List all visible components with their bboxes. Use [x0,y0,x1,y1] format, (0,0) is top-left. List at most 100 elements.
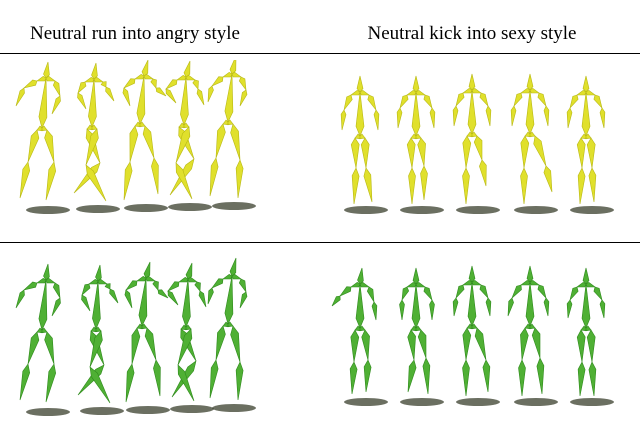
bone [45,363,57,403]
bone [462,87,473,94]
bone [543,297,550,317]
bone [165,88,177,104]
bone [125,280,138,291]
bone [194,281,201,292]
bone [73,162,101,194]
bone [467,89,477,135]
bone [339,286,352,297]
bone [366,286,375,303]
bone [588,361,597,397]
figure-shadow [514,398,558,406]
skeleton-figure [165,60,212,211]
bone [417,329,427,359]
bone [105,86,115,102]
bone [100,81,107,88]
bone [349,361,358,395]
bone [355,91,365,137]
bone [180,76,189,126]
bone [211,76,224,87]
bone [44,129,55,163]
skeleton-figure [331,267,388,406]
bone [468,73,476,91]
skeleton-figure [566,75,614,214]
bone [131,327,141,365]
skeleton-figure [122,60,168,212]
bone [215,123,226,159]
bone [569,286,579,302]
bone [45,277,56,284]
figure-shadow [456,206,500,214]
skeleton-figure [15,61,70,214]
bone [77,81,87,94]
bone [531,327,541,359]
bone [423,286,433,302]
bone [44,331,55,365]
bone [473,135,483,161]
bone [518,359,526,397]
skeleton-figure [510,73,558,214]
bone [77,92,87,110]
bone [222,273,233,280]
bone [19,363,31,401]
bone [167,290,179,306]
skeleton-figure [340,75,388,214]
bone [585,89,596,96]
bone [593,94,603,110]
bone [576,329,586,363]
bone [350,89,361,96]
bone [599,107,606,129]
figure-shadow [80,407,124,415]
figure-shadow [168,203,212,211]
skeleton-figure [77,264,124,415]
top-right-panel [320,60,640,236]
bone [356,75,364,93]
figure-shadow [400,206,444,214]
bone [38,279,48,331]
bone [88,78,97,128]
bone [343,94,353,111]
bone [581,91,591,137]
bone [357,267,364,285]
bone [123,161,133,201]
bone [155,87,167,97]
bone [123,78,136,89]
bone [84,76,95,83]
bone [412,75,420,93]
middle-divider [0,242,640,243]
bone [138,277,148,327]
bone [429,107,436,129]
bone [407,329,416,361]
figure-shadow [212,404,256,412]
skeleton-figure [207,60,256,210]
bone [45,161,57,201]
bone [468,265,476,283]
bone [207,85,214,103]
bone [129,125,139,163]
bone [239,89,248,107]
bone [143,261,151,279]
skeleton-figure [396,75,444,214]
bone [455,284,465,300]
bone [178,276,189,283]
bone [350,329,360,363]
bone [361,329,370,361]
bone [86,124,93,131]
bone [215,325,226,361]
bone [526,265,534,283]
bone [36,125,43,132]
bone [222,321,229,328]
bone [543,165,553,193]
bone [81,294,91,312]
figure-shadow [456,398,500,406]
bone [452,105,459,127]
bone [520,327,529,361]
bone [411,283,421,329]
bone [537,284,547,300]
bone [36,327,43,334]
bone [36,277,47,284]
bone [91,62,98,80]
skeleton-figure [15,263,70,416]
bone [125,363,135,403]
bone [51,95,61,115]
bone [371,301,378,321]
